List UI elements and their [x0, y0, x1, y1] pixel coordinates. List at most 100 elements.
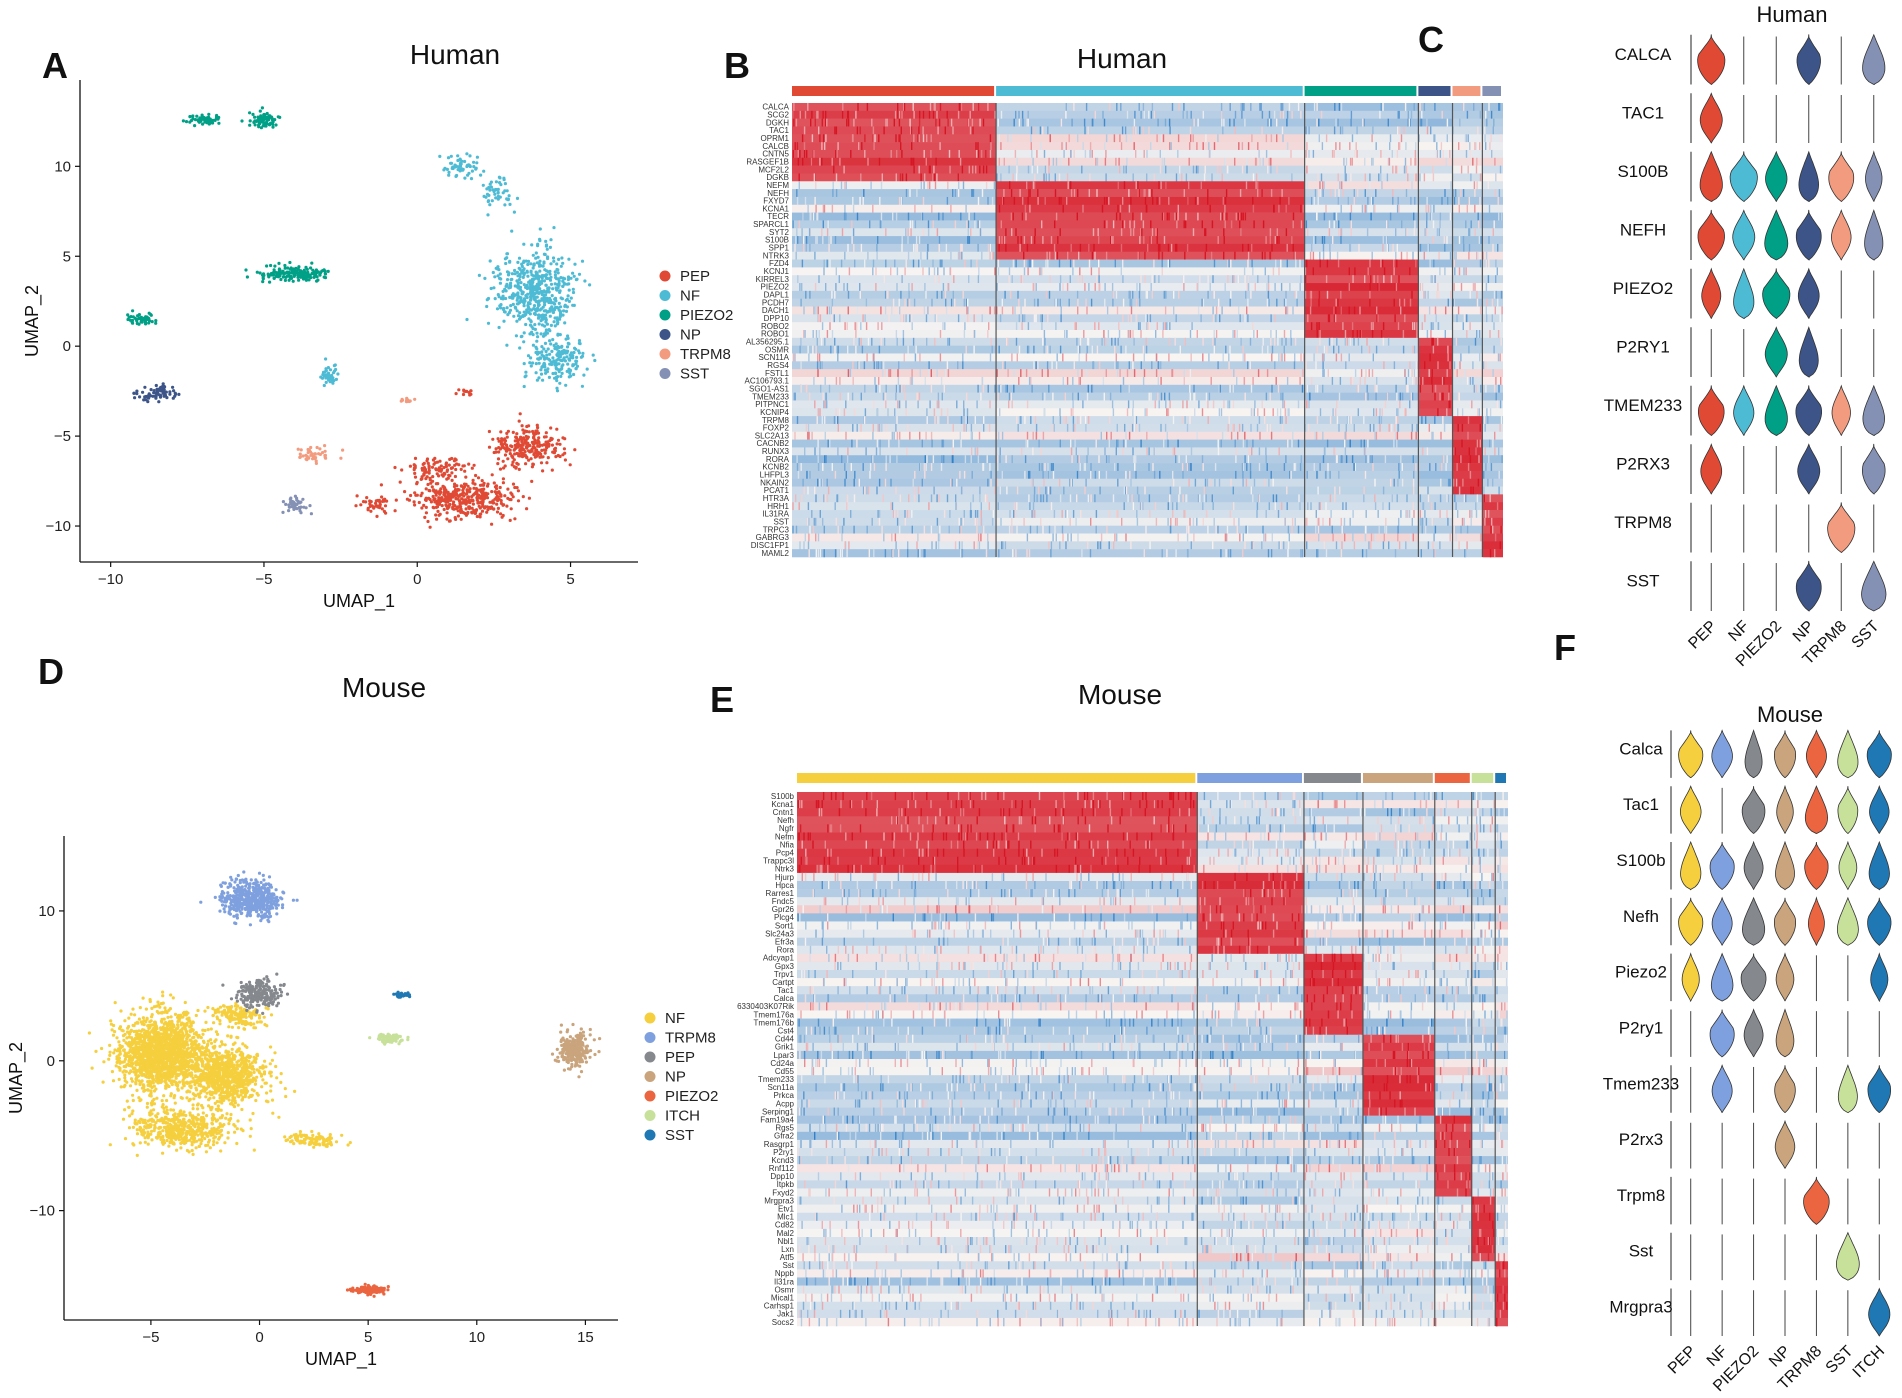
heatmap-streak — [1497, 330, 1500, 339]
heatmap-streak — [1439, 267, 1441, 276]
heatmap-streak — [1493, 384, 1496, 393]
point-pep — [450, 471, 454, 475]
point-pep — [511, 460, 515, 464]
point-pep — [505, 435, 509, 439]
heatmap-streak — [1153, 173, 1155, 182]
heatmap-streak — [1132, 173, 1134, 182]
heatmap-streak — [936, 228, 939, 237]
point-pep — [518, 437, 523, 441]
heatmap-streak — [1299, 376, 1301, 386]
heatmap-streak — [1308, 126, 1310, 135]
heatmap-streak — [977, 196, 980, 206]
y-axis-label: UMAP_2 — [22, 285, 43, 357]
heatmap-streak — [809, 243, 811, 253]
point-nf — [534, 350, 538, 355]
heatmap-streak — [1446, 118, 1449, 127]
heatmap-streak — [968, 165, 970, 174]
point-nf — [503, 182, 507, 186]
heatmap-streak — [1389, 142, 1391, 151]
point-pep — [453, 516, 457, 520]
heatmap-streak — [1340, 236, 1342, 245]
heatmap-streak — [1227, 400, 1229, 409]
heatmap-streak — [947, 118, 949, 127]
heatmap-cell — [1304, 142, 1419, 151]
point-nf — [509, 281, 513, 285]
point-trpm8 — [413, 397, 417, 401]
point-trpm8 — [318, 447, 322, 451]
heatmap-streak — [1063, 149, 1065, 159]
point-nf — [534, 362, 538, 366]
point-np — [173, 391, 177, 395]
heatmap-cell — [792, 243, 997, 253]
heatmap-streak — [1472, 361, 1474, 370]
heatmap-streak — [1409, 298, 1412, 307]
heatmap-streak — [799, 110, 801, 119]
heatmap-streak — [1366, 228, 1369, 237]
heatmap-streak — [1374, 204, 1376, 213]
heatmap-streak — [1117, 181, 1119, 190]
heatmap-streak — [1085, 369, 1087, 378]
point-pep — [475, 514, 479, 519]
heatmap-streak — [1155, 330, 1157, 339]
heatmap-streak — [1396, 165, 1398, 174]
heatmap-cell — [1452, 290, 1483, 299]
heatmap-streak — [1115, 212, 1117, 221]
heatmap-cell — [1304, 189, 1419, 198]
heatmap-streak — [1234, 126, 1236, 135]
point-nf — [512, 210, 517, 214]
point-nf — [580, 354, 585, 358]
point-nf — [322, 383, 326, 388]
heatmap-streak — [1359, 330, 1361, 339]
heatmap-streak — [898, 196, 901, 206]
heatmap-streak — [1404, 314, 1406, 323]
heatmap-streak — [839, 314, 841, 323]
point-pep — [470, 498, 474, 502]
heatmap-cell — [1304, 267, 1419, 276]
heatmap-streak — [884, 290, 887, 299]
heatmap-cell — [1418, 165, 1453, 174]
heatmap-streak — [1312, 267, 1314, 276]
point-nf — [539, 372, 544, 376]
heatmap-streak — [1249, 361, 1251, 370]
heatmap-streak — [1313, 103, 1316, 112]
heatmap-streak — [866, 103, 869, 112]
heatmap-streak — [1072, 392, 1074, 401]
point-nf — [530, 283, 534, 288]
heatmap-streak — [1462, 236, 1465, 245]
heatmap-streak — [1210, 376, 1212, 386]
point-nf — [532, 307, 536, 311]
heatmap-streak — [1435, 149, 1438, 159]
heatmap-streak — [1145, 290, 1147, 299]
point-nf — [543, 268, 547, 272]
point-pep — [432, 506, 436, 510]
point-piezo2 — [150, 320, 154, 324]
heatmap-streak — [997, 267, 1000, 276]
heatmap-streak — [913, 157, 915, 166]
heatmap-streak — [1259, 157, 1261, 166]
heatmap-streak — [1444, 330, 1446, 339]
point-nf — [544, 239, 548, 243]
heatmap-streak — [972, 126, 974, 135]
heatmap-streak — [1207, 400, 1209, 409]
heatmap-streak — [929, 181, 931, 190]
point-nf — [526, 305, 531, 309]
heatmap-streak — [1127, 314, 1129, 323]
heatmap-streak — [1328, 220, 1331, 229]
heatmap-streak — [974, 220, 976, 229]
point-nf — [563, 321, 567, 325]
heatmap-streak — [1286, 259, 1288, 268]
heatmap-streak — [821, 118, 823, 127]
heatmap-streak — [1331, 376, 1334, 386]
heatmap-streak — [1274, 361, 1276, 370]
heatmap-streak — [1290, 149, 1292, 159]
heatmap-streak — [1262, 337, 1264, 346]
heatmap-streak — [1197, 306, 1200, 315]
heatmap-streak — [913, 243, 915, 253]
heatmap-streak — [873, 134, 875, 143]
heatmap-streak — [862, 314, 864, 323]
heatmap-streak — [1423, 251, 1425, 260]
point-piezo2 — [201, 122, 205, 126]
heatmap-streak — [803, 306, 805, 315]
point-nf — [536, 313, 541, 317]
heatmap-streak — [1111, 283, 1114, 292]
